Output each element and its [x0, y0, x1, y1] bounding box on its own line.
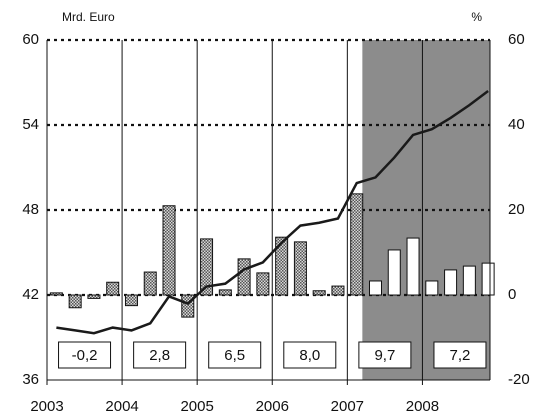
annotation: 6,5 [224, 347, 245, 364]
bar [162, 205, 176, 296]
y2-tick-label: 0 [508, 286, 516, 303]
y-tick-label: 54 [22, 116, 39, 133]
bar [256, 272, 270, 296]
x-tick-label: 2004 [105, 398, 138, 415]
bar [275, 236, 289, 296]
y2-tick-label: 60 [508, 31, 525, 48]
y2-tick-label: 40 [508, 116, 525, 133]
bar [143, 271, 157, 296]
bar [444, 269, 458, 296]
annotation: -0,2 [72, 347, 98, 364]
bar [331, 285, 345, 296]
bar [312, 290, 326, 296]
bar [462, 265, 476, 296]
annotation-box [58, 341, 112, 369]
annotation: 9,7 [374, 347, 395, 364]
y-tick-label: 48 [22, 201, 39, 218]
y2-tick-label: -20 [508, 371, 530, 388]
annotation-box [358, 341, 412, 369]
annotation: 2,8 [149, 347, 170, 364]
x-tick-label: 2005 [180, 398, 213, 415]
x-tick-label: 2003 [30, 398, 63, 415]
bar [387, 249, 401, 296]
x-tick-label: 2007 [331, 398, 364, 415]
y-tick-label: 60 [22, 31, 39, 48]
y-tick-label: 42 [22, 286, 39, 303]
bar [350, 193, 364, 296]
bar [68, 294, 82, 309]
bar [368, 280, 382, 296]
bar [124, 294, 138, 307]
bar [87, 294, 101, 299]
bar [49, 292, 63, 296]
y2-axis-label: % [471, 10, 482, 24]
bar [237, 258, 251, 296]
y-tick-label: 36 [22, 371, 39, 388]
annotation-box [133, 341, 187, 369]
bar [425, 280, 439, 296]
y2-tick-label: 20 [508, 201, 525, 218]
line [56, 90, 489, 335]
bar [293, 241, 307, 296]
x-tick-label: 2008 [406, 398, 439, 415]
annotation: 8,0 [299, 347, 320, 364]
bar [406, 237, 420, 296]
bar [106, 281, 120, 296]
bar [200, 238, 214, 296]
x-tick-label: 2006 [256, 398, 289, 415]
y-axis-label: Mrd. Euro [62, 10, 115, 24]
annotation-box [433, 341, 487, 369]
bar [218, 289, 232, 296]
bar [481, 262, 495, 296]
annotation-box [208, 341, 262, 369]
annotation: 7,2 [450, 347, 471, 364]
annotation-box [283, 341, 337, 369]
